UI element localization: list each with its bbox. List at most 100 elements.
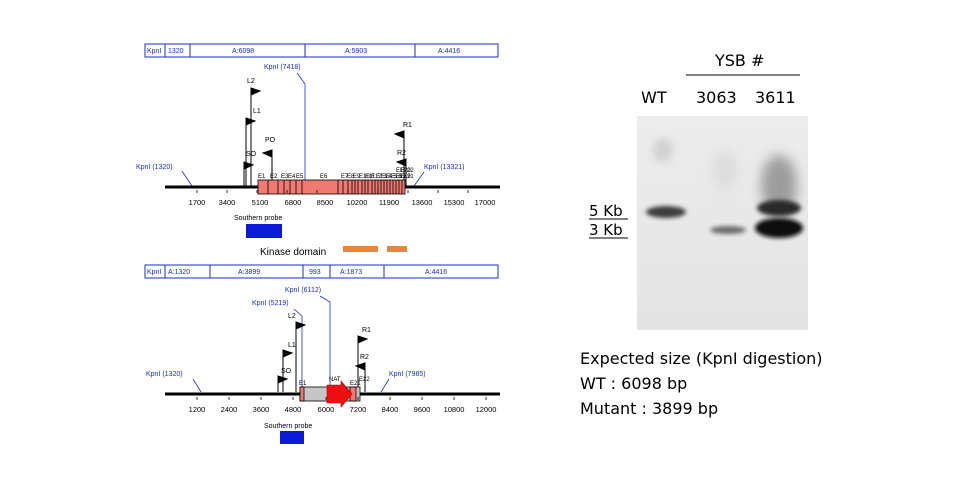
wt-ruler-tick-label: 17000 (475, 198, 496, 207)
mut-ruler-tick-label: 3600 (253, 405, 270, 414)
wildtype-gene-map: KpnI 1320 A:6098 A:5903 A:4416 KpnI (132… (136, 43, 500, 258)
wt-exon-label: E2 (270, 174, 278, 180)
wt-ruler-tick-label: 6800 (285, 198, 302, 207)
expected-size-title: Expected size (KpnI digestion) (580, 349, 823, 368)
wt-exon-label: E14 (381, 174, 392, 180)
mut-kpn-bar-segment: A:1320 (168, 269, 190, 276)
wt-ruler-tick-label: 10200 (347, 198, 368, 207)
kinase-domain-segment (387, 246, 407, 252)
wt-kpn-bar-segment: A:5903 (345, 48, 367, 55)
mut-ruler-tick-label: 6000 (318, 405, 335, 414)
wt-primer-label: L1 (253, 108, 261, 115)
wt-kpn-bar-segment: A:4416 (438, 48, 460, 55)
wt-exon-label: E18 (396, 168, 407, 174)
mut-exon-label: E22 (359, 377, 370, 383)
mut-kpni-fragment-bar: KpnI A:1320 A:3899 993 A:1873 A:4416 (144, 264, 499, 279)
wt-exon-label: E9 (353, 174, 361, 180)
mut-ruler (196, 397, 487, 400)
wt-exon-label: E12 (371, 174, 382, 180)
wt-exon-label: E20 (400, 168, 411, 174)
wt-ruler-tick-label: 3400 (219, 198, 236, 207)
ysb-group-label: YSB # (714, 51, 764, 70)
mut-primer-label: L2 (288, 313, 296, 320)
wt-exon-label: E21 (403, 174, 414, 180)
wt-exon-label: E19 (400, 174, 411, 180)
kinase-domain-segment (343, 246, 378, 252)
wt-southern-probe-box (246, 224, 282, 238)
wt-ruler (196, 190, 469, 193)
wt-ruler-tick-label: 5100 (252, 198, 269, 207)
mut-kpn-site-label: KpnI (1320) (146, 371, 183, 378)
mut-kpn-site-label: KpnI (7985) (389, 371, 426, 378)
mut-kpn-site-label: KpnI (6112) (285, 287, 321, 294)
wt-exon-labels: E1 E2 E3 E4 E5 E6 E7 E8 E9 E10 E11 E12 E… (258, 168, 414, 180)
wt-exon-label: E6 (320, 174, 328, 180)
lane-label-wt: WT (641, 88, 667, 107)
mut-southern-probe-box (280, 431, 304, 444)
wt-ruler-tick-label: 15300 (444, 198, 465, 207)
blot-band-wt (646, 206, 686, 218)
mut-ruler-tick-label: 2400 (221, 405, 238, 414)
southern-blot-panel: YSB # WT 3063 3611 5 Kb 3 Kb Expected si… (580, 51, 823, 418)
wt-exon-label: E10 (359, 174, 370, 180)
blot-band-3063 (710, 226, 746, 234)
mut-kpn-bar-label: KpnI (147, 269, 161, 276)
wt-southern-probe-label: Southern probe (234, 215, 282, 222)
wt-exon-label: E7 (341, 174, 349, 180)
mut-exon-label: E21 (350, 381, 361, 387)
mut-ruler-tick-label: 9600 (414, 405, 431, 414)
nat-marker-label: NAT (329, 377, 341, 383)
lane-label-3611: 3611 (755, 88, 796, 107)
wt-primer-label: R1 (403, 122, 412, 129)
mut-ruler-tick-label: 12000 (476, 405, 497, 414)
wt-ruler-tick-label: 13600 (412, 198, 433, 207)
wt-exon-label: E3 (281, 174, 289, 180)
blot-band-3611-upper (757, 200, 801, 216)
wt-exon-label: E15 (386, 174, 397, 180)
wt-ruler-tick-label: 11900 (379, 198, 399, 207)
wt-primers (243, 87, 407, 186)
wt-kpni-fragment-bar: KpnI 1320 A:6098 A:5903 A:4416 (144, 43, 499, 58)
wt-kpn-site-label: KpnI (13321) (424, 164, 464, 171)
mut-southern-probe-label: Southern probe (264, 423, 312, 430)
mut-primer-label: SO (281, 368, 292, 375)
wt-kpn-site-label: KpnI (1320) (136, 164, 173, 171)
mut-primers (277, 321, 369, 392)
wt-kpn-bar-label: KpnI (147, 48, 161, 55)
wt-kpni-sites: KpnI (1320) KpnI (7418) KpnI (13321) (136, 64, 464, 187)
wt-exon-label: E13 (376, 174, 387, 180)
mut-kpn-bar-segment: 993 (309, 269, 321, 276)
wt-kpn-bar-segment: A:6098 (232, 48, 254, 55)
mut-kpni-sites: KpnI (1320) KpnI (5219) KpnI (6112) KpnI… (146, 287, 426, 393)
wt-exon-label: E1 (258, 174, 266, 180)
mut-primer-label: L1 (288, 342, 296, 349)
mut-ruler-tick-label: 7200 (350, 405, 367, 414)
mut-ruler-tick-label: 8400 (382, 405, 399, 414)
expected-size-wt: WT : 6098 bp (580, 374, 687, 393)
mut-kpn-bar-segment: A:4416 (425, 269, 447, 276)
marker-5kb-label: 5 Kb (589, 202, 623, 220)
wt-primer-label: PO (265, 137, 276, 144)
mutant-gene-map: KpnI A:1320 A:3899 993 A:1873 A:4416 Kpn… (144, 264, 500, 444)
mut-kpn-bar-segment: A:3899 (238, 269, 260, 276)
wt-exon-label: E8 (347, 174, 355, 180)
wt-ruler-tick-label: 1700 (189, 198, 206, 207)
wt-exon-label: E16 (391, 174, 402, 180)
wt-exon-label: E4 (288, 174, 296, 180)
mut-construct (299, 380, 361, 408)
wt-kpn-bar-segment: 1320 (168, 48, 184, 55)
wt-exon-label: E22 (403, 168, 414, 174)
wt-primer-label: R2 (397, 150, 406, 157)
blot-image (637, 116, 808, 330)
marker-3kb-label: 3 Kb (589, 221, 623, 239)
wt-primer-label: L2 (247, 78, 255, 85)
mut-ruler-tick-label: 4800 (285, 405, 302, 414)
wt-kpn-site-label: KpnI (7418) (264, 64, 301, 71)
expected-size-mutant: Mutant : 3899 bp (580, 399, 718, 418)
mut-ruler-tick-label: 10800 (444, 405, 465, 414)
wt-exon-label: E5 (296, 174, 304, 180)
wt-primer-label: SO (246, 151, 257, 158)
wt-gene-exons (257, 179, 406, 195)
mut-primer-label: R1 (362, 327, 371, 334)
wt-exon-label: E11 (365, 174, 376, 180)
